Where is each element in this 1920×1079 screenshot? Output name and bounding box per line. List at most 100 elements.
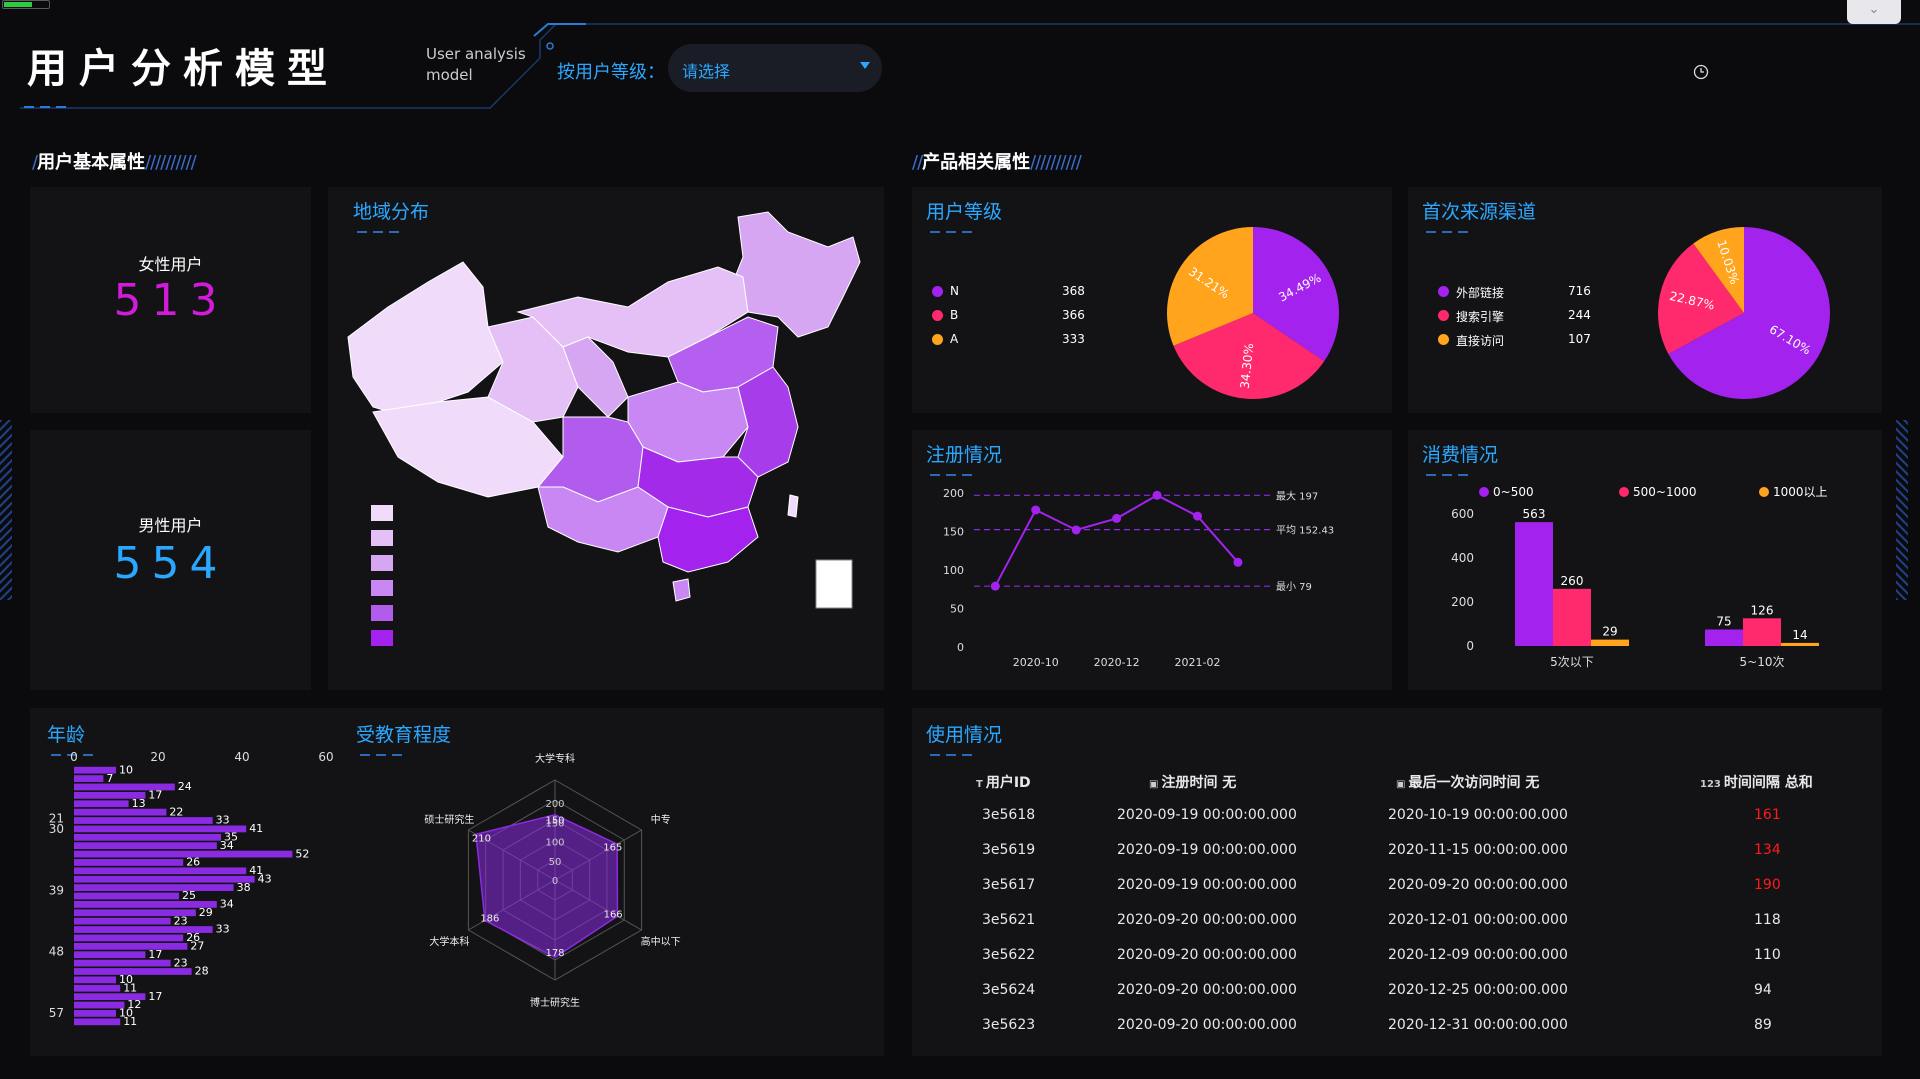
legend-item-1[interactable]: B 366 — [932, 307, 1132, 331]
legend-label: 外部链接 — [1456, 286, 1505, 300]
table-cell-0: 3e5618 — [982, 807, 1036, 823]
age-bar-12 — [74, 867, 247, 875]
male-users-value: 554 — [113, 538, 228, 589]
header-label: 时间间隔 总和 — [1723, 775, 1813, 791]
legend-label: B — [950, 308, 959, 322]
age-bar-2 — [74, 783, 175, 791]
age-bar-value-30: 11 — [123, 1015, 137, 1028]
y-tick-label: 39 — [49, 883, 64, 897]
age-bar-18 — [74, 917, 171, 925]
age-bar-value-25: 10 — [119, 973, 133, 986]
legend-item-2[interactable]: 直接访问 107 — [1438, 331, 1638, 355]
usage-table: T 用户ID ▣ 注册时间 无 ▣ 最后一次访问时间 无 123 时间间隔 总和 3e5618 2… — [912, 764, 1882, 1044]
table-row[interactable]: 3e5622 2020-09-20 00:00:00.000 2020-12-09 … — [912, 939, 1882, 974]
female-users-panel: 女性用户 513 — [30, 187, 311, 413]
left-edge-decoration — [0, 420, 12, 600]
table-cell-0: 3e5621 — [982, 912, 1036, 928]
legend-dot — [1438, 310, 1449, 321]
legend-value: 716 — [1568, 284, 1591, 298]
x-tick-label: 2020-12 — [1094, 656, 1140, 669]
table-row[interactable]: 3e5617 2020-09-19 00:00:00.000 2020-09-20 … — [912, 869, 1882, 904]
table-row[interactable]: 3e5618 2020-09-19 00:00:00.000 2020-10-19 … — [912, 799, 1882, 834]
table-cell-1: 2020-09-19 00:00:00.000 — [1117, 877, 1297, 893]
age-bar-value-9: 34 — [220, 839, 234, 852]
table-header-3[interactable]: 123 时间间隔 总和 — [1700, 772, 1813, 792]
user-level-select[interactable]: 请选择 — [668, 44, 882, 92]
clock-icon[interactable] — [1693, 64, 1709, 80]
age-bar-value-1: 7 — [106, 772, 113, 785]
age-bar-4 — [74, 800, 129, 808]
header-label: 最后一次访问时间 无 — [1408, 775, 1540, 791]
y-tick-label: 0 — [1466, 639, 1474, 653]
x-tick-label: 20 — [150, 750, 165, 764]
table-cell-2: 2020-10-19 00:00:00.000 — [1388, 807, 1568, 823]
region-title: 地域分布 — [353, 197, 429, 233]
table-cell-2: 2020-12-25 00:00:00.000 — [1388, 982, 1568, 998]
pie-slice-0 — [1668, 227, 1830, 399]
education-title: 受教育程度 — [356, 720, 451, 756]
table-cell-3: 94 — [1754, 982, 1772, 998]
age-bar-value-2: 24 — [178, 780, 192, 793]
age-bar-value-16: 34 — [220, 898, 234, 911]
subtitle-line-1: User analysis — [426, 45, 526, 63]
section-user-basic: /用户基本属性////////// — [32, 152, 197, 173]
radar-axis-label-0: 大学专科 — [535, 752, 575, 765]
y-tick-label: 100 — [943, 564, 964, 577]
age-bar-value-28: 12 — [127, 998, 141, 1011]
mark-line-label-1: 平均 152.43 — [1276, 525, 1334, 537]
map-legend-swatch-2 — [371, 530, 393, 546]
legend-item-2[interactable]: A 333 — [932, 331, 1132, 355]
age-bar-16 — [74, 900, 217, 908]
legend-label: N — [950, 284, 959, 298]
bar-0-0 — [1515, 522, 1553, 646]
map-legend-swatch-1 — [371, 505, 393, 521]
user-level-title: 用户等级 — [926, 197, 1002, 233]
header-label: 用户ID — [985, 775, 1031, 791]
male-users-label: 男性用户 — [138, 516, 203, 535]
age-bar-23 — [74, 959, 171, 967]
table-cell-1: 2020-09-19 00:00:00.000 — [1117, 807, 1297, 823]
table-cell-3: 110 — [1754, 947, 1781, 963]
table-cell-2: 2020-11-15 00:00:00.000 — [1388, 842, 1568, 858]
table-cell-1: 2020-09-20 00:00:00.000 — [1117, 982, 1297, 998]
table-header-2[interactable]: ▣ 最后一次访问时间 无 — [1396, 772, 1539, 792]
age-bar-21 — [74, 942, 188, 950]
registration-point-2 — [1071, 525, 1081, 535]
table-row[interactable]: 3e5621 2020-09-20 00:00:00.000 2020-12-01 … — [912, 904, 1882, 939]
table-cell-0: 3e5623 — [982, 1017, 1036, 1033]
table-header-1[interactable]: ▣ 注册时间 无 — [1149, 772, 1236, 792]
legend-item-0[interactable]: 外部链接 716 — [1438, 283, 1638, 307]
legend-label: 直接访问 — [1456, 334, 1505, 348]
age-bar-value-0: 10 — [119, 763, 133, 776]
legend-item-0[interactable]: N 368 — [932, 283, 1132, 307]
radar-value-5: 210 — [472, 834, 491, 845]
table-row[interactable]: 3e5623 2020-09-20 00:00:00.000 2020-12-31 … — [912, 1009, 1882, 1044]
map-region-east — [737, 366, 799, 478]
table-header-row: T 用户ID ▣ 注册时间 无 ▣ 最后一次访问时间 无 123 时间间隔 总和 — [912, 764, 1882, 799]
first-source-title: 首次来源渠道 — [1422, 197, 1536, 233]
first-source-panel: 首次来源渠道 外部链接 716 搜索引擎 244 直接访问 107 67.10% 22.87… — [1408, 187, 1882, 413]
age-bar-value-3: 17 — [148, 789, 162, 802]
y-tick-label: 150 — [943, 526, 964, 539]
table-header-0[interactable]: T 用户ID — [976, 772, 1031, 792]
table-cell-1: 2020-09-20 00:00:00.000 — [1117, 947, 1297, 963]
table-row[interactable]: 3e5624 2020-09-20 00:00:00.000 2020-12-25 … — [912, 974, 1882, 1009]
collapse-button[interactable]: ⌄ — [1847, 0, 1901, 24]
select-placeholder: 请选择 — [682, 62, 731, 81]
age-bar-5 — [74, 808, 167, 816]
age-bar-value-20: 26 — [186, 931, 200, 944]
x-category-label-0: 5次以下 — [1550, 655, 1594, 669]
x-category-label-1: 5~10次 — [1740, 655, 1785, 669]
map-region-taiwan — [787, 494, 799, 518]
legend-dot — [932, 310, 943, 321]
legend-item-1[interactable]: 搜索引擎 244 — [1438, 307, 1638, 331]
mark-line-label-2: 最小 79 — [1276, 581, 1312, 593]
page-title: 用户分析模型 — [27, 46, 339, 92]
south-china-sea-inset — [815, 559, 853, 609]
table-cell-1: 2020-09-20 00:00:00.000 — [1117, 912, 1297, 928]
bar-value-0-0: 563 — [1523, 507, 1546, 521]
pie-slice-1 — [1173, 313, 1325, 399]
pie-slice-0 — [1253, 227, 1339, 362]
user-level-legend: N 368 B 366 A 333 — [932, 283, 1132, 355]
table-row[interactable]: 3e5619 2020-09-19 00:00:00.000 2020-11-15 … — [912, 834, 1882, 869]
